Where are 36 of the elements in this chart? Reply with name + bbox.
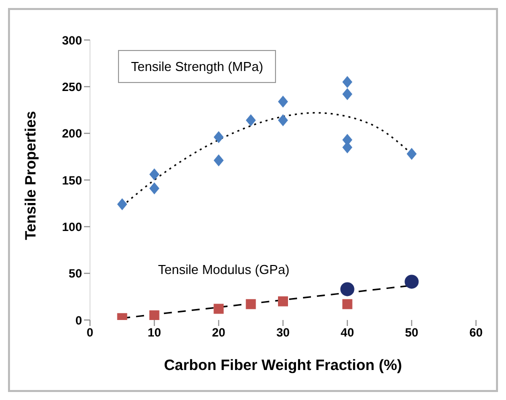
point: [149, 310, 160, 320]
y-tick-label: 50: [68, 266, 82, 281]
point: [278, 296, 288, 306]
point: [214, 131, 224, 144]
point: [406, 148, 417, 160]
y-tick-label: 100: [62, 220, 82, 234]
point: [246, 299, 256, 310]
y-axis-title: Tensile Properties: [22, 111, 40, 240]
x-tick-label: 30: [276, 326, 290, 340]
point: [342, 299, 352, 310]
y-tick-label: 0: [75, 313, 82, 328]
point: [246, 114, 256, 126]
point: [149, 182, 160, 194]
point: [117, 198, 128, 210]
y-tick-label: 200: [62, 126, 82, 141]
point: [214, 304, 224, 314]
y-tick-label: 150: [62, 173, 82, 188]
point: [342, 88, 352, 100]
y-tick-label: 300: [62, 33, 82, 48]
x-tick-label: 50: [404, 326, 419, 340]
y-tick-label: 250: [62, 80, 82, 94]
annotation: Tensile Modulus (GPa): [158, 262, 290, 277]
point: [149, 168, 160, 180]
x-tick-label: 60: [469, 326, 483, 340]
x-axis-title: Carbon Fiber Weight Fraction (%): [164, 357, 402, 374]
point: [342, 76, 352, 88]
annotation: Tensile Strength (MPa): [118, 50, 276, 83]
x-tick-label: 0: [86, 326, 94, 340]
point: [340, 282, 354, 296]
point: [278, 114, 288, 126]
point: [404, 274, 419, 289]
point: [214, 154, 224, 166]
x-tick-label: 40: [340, 326, 354, 340]
x-tick-label: 20: [212, 326, 226, 340]
x-tick-label: 10: [148, 326, 162, 340]
point: [278, 96, 288, 108]
